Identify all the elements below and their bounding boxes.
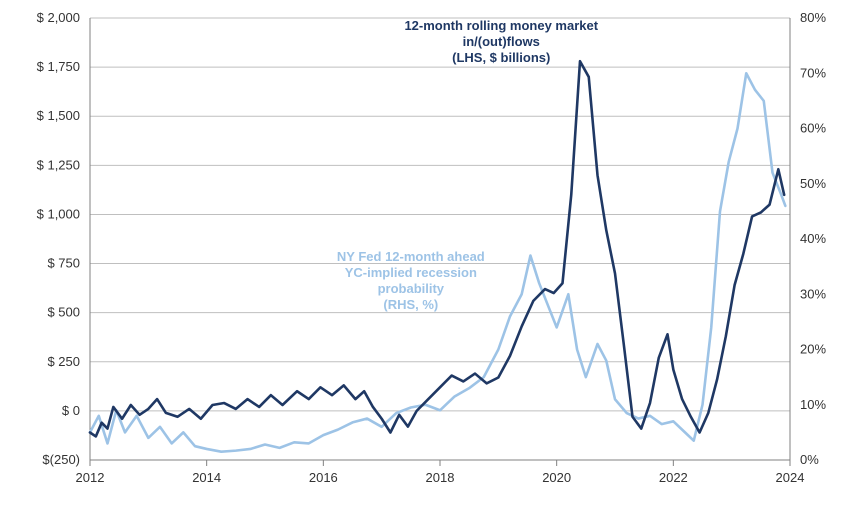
y-right-tick-label: 60% xyxy=(800,121,826,136)
y-right-tick-label: 20% xyxy=(800,342,826,357)
y-left-tick-label: $ 1,000 xyxy=(37,206,80,221)
x-tick-label: 2014 xyxy=(192,470,221,485)
y-left-tick-label: $ 750 xyxy=(47,256,80,271)
y-left-tick-label: $ 1,250 xyxy=(37,157,80,172)
series-annotation: probability xyxy=(378,281,445,296)
x-tick-label: 2012 xyxy=(76,470,105,485)
dual-axis-line-chart: $(250) $ 0 $ 250 $ 500 $ 750 $ 1,000 $ 1,250 $ … xyxy=(0,0,848,508)
y-right-tick-label: 40% xyxy=(800,231,826,246)
y-right-tick-label: 50% xyxy=(800,176,826,191)
y-left-tick-label: $ 0 xyxy=(62,403,80,418)
series-annotation: YC-implied recession xyxy=(345,265,477,280)
y-left-tick-label: $ 1,750 xyxy=(37,59,80,74)
x-tick-label: 2018 xyxy=(426,470,455,485)
x-tick-label: 2022 xyxy=(659,470,688,485)
y-right-tick-label: 0% xyxy=(800,452,819,467)
y-left-tick-label: $ 1,500 xyxy=(37,108,80,123)
y-left-tick-label: $ 250 xyxy=(47,354,80,369)
chart-svg: $(250) $ 0 $ 250 $ 500 $ 750 $ 1,000 $ 1,250 $ … xyxy=(0,0,848,508)
x-tick-label: 2020 xyxy=(542,470,571,485)
y-left-tick-label: $(250) xyxy=(42,452,80,467)
y-right-tick-label: 70% xyxy=(800,65,826,80)
y-left-tick-label: $ 500 xyxy=(47,305,80,320)
x-tick-label: 2016 xyxy=(309,470,338,485)
y-left-tick-label: $ 2,000 xyxy=(37,10,80,25)
series-annotation: (LHS, $ billions) xyxy=(452,50,550,65)
y-right-tick-label: 80% xyxy=(800,10,826,25)
series-annotation: in/(out)flows xyxy=(463,34,540,49)
y-right-tick-label: 10% xyxy=(800,397,826,412)
series-annotation: 12-month rolling money market xyxy=(404,18,598,33)
x-tick-label: 2024 xyxy=(776,470,805,485)
y-right-tick-label: 30% xyxy=(800,286,826,301)
series-annotation: NY Fed 12-month ahead xyxy=(337,249,485,264)
series-annotation: (RHS, %) xyxy=(383,297,438,312)
